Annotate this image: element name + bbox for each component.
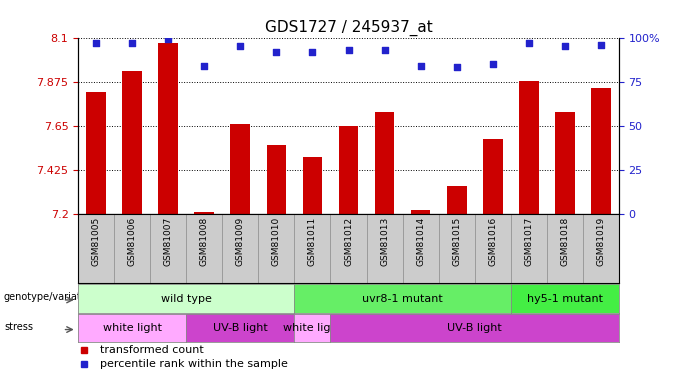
- Text: GSM81018: GSM81018: [560, 217, 569, 267]
- Text: GSM81011: GSM81011: [308, 217, 317, 267]
- Text: GSM81019: GSM81019: [596, 217, 605, 267]
- Bar: [158, 44, 178, 214]
- Text: GSM81017: GSM81017: [524, 217, 533, 267]
- Point: [235, 44, 246, 50]
- Text: stress: stress: [4, 322, 33, 332]
- Text: GSM81005: GSM81005: [92, 217, 101, 267]
- Point: [199, 63, 209, 69]
- Text: GSM81016: GSM81016: [488, 217, 497, 267]
- Text: wild type: wild type: [161, 294, 211, 303]
- Bar: [447, 186, 466, 214]
- Point: [126, 40, 137, 46]
- Text: uvr8-1 mutant: uvr8-1 mutant: [362, 294, 443, 303]
- Text: GSM81014: GSM81014: [416, 217, 425, 266]
- Text: GSM81009: GSM81009: [236, 217, 245, 267]
- Text: percentile rank within the sample: percentile rank within the sample: [100, 359, 288, 369]
- Bar: [339, 126, 358, 214]
- Bar: [267, 145, 286, 214]
- Text: UV-B light: UV-B light: [447, 323, 502, 333]
- Text: UV-B light: UV-B light: [213, 323, 268, 333]
- Text: GSM81013: GSM81013: [380, 217, 389, 267]
- Point: [271, 49, 282, 55]
- Point: [415, 63, 426, 69]
- Bar: [375, 112, 394, 214]
- Bar: [411, 210, 430, 214]
- Text: genotype/variation: genotype/variation: [4, 292, 97, 302]
- Bar: [122, 71, 142, 214]
- Point: [524, 40, 534, 46]
- Text: GSM81010: GSM81010: [272, 217, 281, 267]
- Text: white light: white light: [283, 323, 342, 333]
- Point: [487, 61, 498, 67]
- Bar: [303, 157, 322, 214]
- Text: GSM81006: GSM81006: [128, 217, 137, 267]
- Text: white light: white light: [103, 323, 162, 333]
- Bar: [591, 88, 611, 214]
- Point: [163, 36, 174, 42]
- Text: transformed count: transformed count: [100, 345, 203, 355]
- Point: [452, 64, 462, 70]
- Bar: [555, 112, 575, 214]
- Text: GSM81008: GSM81008: [200, 217, 209, 267]
- Point: [307, 49, 318, 55]
- Bar: [194, 212, 214, 214]
- Bar: [519, 81, 539, 214]
- Bar: [483, 140, 503, 214]
- Bar: [231, 124, 250, 214]
- Point: [379, 47, 390, 53]
- Point: [596, 42, 607, 48]
- Text: hy5-1 mutant: hy5-1 mutant: [527, 294, 602, 303]
- Title: GDS1727 / 245937_at: GDS1727 / 245937_at: [265, 20, 432, 36]
- Text: GSM81012: GSM81012: [344, 217, 353, 266]
- Point: [90, 40, 102, 46]
- Text: GSM81015: GSM81015: [452, 217, 461, 267]
- Text: GSM81007: GSM81007: [164, 217, 173, 267]
- Point: [559, 44, 570, 50]
- Point: [343, 47, 354, 53]
- Bar: [86, 92, 106, 214]
